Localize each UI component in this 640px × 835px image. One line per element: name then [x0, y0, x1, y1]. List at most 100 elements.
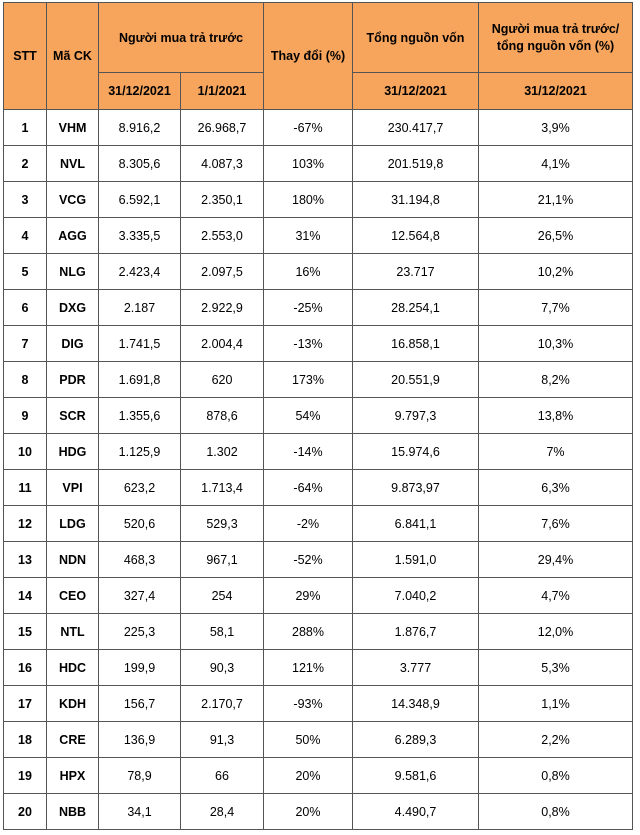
cell-code: HDG	[46, 433, 99, 470]
cell-capital: 1.876,7	[352, 613, 479, 650]
table-row: 6 DXG 2.187 2.922,9 -25% 28.254,1 7,7%	[3, 289, 633, 326]
cell-change: 173%	[263, 361, 353, 398]
cell-capital: 28.254,1	[352, 289, 479, 326]
cell-change: 31%	[263, 217, 353, 254]
cell-code: NTL	[46, 613, 99, 650]
table-row: 15 NTL 225,3 58,1 288% 1.876,7 12,0%	[3, 613, 633, 650]
cell-code: VPI	[46, 469, 99, 506]
table-row: 3 VCG 6.592,1 2.350,1 180% 31.194,8 21,1%	[3, 181, 633, 218]
table-row: 16 HDC 199,9 90,3 121% 3.777 5,3%	[3, 649, 633, 686]
header-date-capital: 31/12/2021	[352, 72, 479, 110]
cell-capital: 7.040,2	[352, 577, 479, 614]
table-row: 19 HPX 78,9 66 20% 9.581,6 0,8%	[3, 757, 633, 794]
cell-ratio: 1,1%	[478, 685, 633, 722]
cell-change: 54%	[263, 397, 353, 434]
cell-ratio: 13,8%	[478, 397, 633, 434]
header-code: Mã CK	[46, 2, 99, 110]
cell-advance-start: 1.302	[180, 433, 264, 470]
cell-capital: 14.348,9	[352, 685, 479, 722]
cell-change: -13%	[263, 325, 353, 362]
cell-advance-end: 468,3	[98, 541, 181, 578]
cell-advance-start: 58,1	[180, 613, 264, 650]
cell-code: CEO	[46, 577, 99, 614]
cell-ratio: 21,1%	[478, 181, 633, 218]
cell-capital: 12.564,8	[352, 217, 479, 254]
table-row: 10 HDG 1.125,9 1.302 -14% 15.974,6 7%	[3, 433, 633, 470]
cell-advance-end: 2.187	[98, 289, 181, 326]
cell-code: NVL	[46, 145, 99, 182]
cell-advance-end: 6.592,1	[98, 181, 181, 218]
table-row: 17 KDH 156,7 2.170,7 -93% 14.348,9 1,1%	[3, 685, 633, 722]
cell-stt: 1	[3, 109, 47, 146]
cell-stt: 18	[3, 721, 47, 758]
cell-ratio: 5,3%	[478, 649, 633, 686]
cell-stt: 17	[3, 685, 47, 722]
cell-advance-start: 28,4	[180, 793, 264, 830]
table-row: 20 NBB 34,1 28,4 20% 4.490,7 0,8%	[3, 793, 633, 830]
cell-capital: 23.717	[352, 253, 479, 290]
cell-code: SCR	[46, 397, 99, 434]
cell-change: 16%	[263, 253, 353, 290]
cell-advance-end: 520,6	[98, 505, 181, 542]
cell-ratio: 7%	[478, 433, 633, 470]
cell-change: 121%	[263, 649, 353, 686]
cell-ratio: 12,0%	[478, 613, 633, 650]
cell-advance-end: 8.916,2	[98, 109, 181, 146]
cell-advance-start: 90,3	[180, 649, 264, 686]
cell-ratio: 6,3%	[478, 469, 633, 506]
cell-advance-end: 3.335,5	[98, 217, 181, 254]
header-date-end: 31/12/2021	[98, 72, 181, 110]
cell-advance-start: 2.350,1	[180, 181, 264, 218]
cell-advance-end: 136,9	[98, 721, 181, 758]
cell-capital: 9.873,97	[352, 469, 479, 506]
cell-ratio: 26,5%	[478, 217, 633, 254]
cell-capital: 9.797,3	[352, 397, 479, 434]
cell-advance-end: 1.741,5	[98, 325, 181, 362]
cell-ratio: 7,6%	[478, 505, 633, 542]
table-row: 5 NLG 2.423,4 2.097,5 16% 23.717 10,2%	[3, 253, 633, 290]
cell-stt: 4	[3, 217, 47, 254]
cell-change: -67%	[263, 109, 353, 146]
cell-ratio: 10,3%	[478, 325, 633, 362]
cell-advance-start: 1.713,4	[180, 469, 264, 506]
cell-capital: 15.974,6	[352, 433, 479, 470]
cell-capital: 3.777	[352, 649, 479, 686]
cell-ratio: 29,4%	[478, 541, 633, 578]
cell-stt: 19	[3, 757, 47, 794]
cell-capital: 16.858,1	[352, 325, 479, 362]
cell-ratio: 8,2%	[478, 361, 633, 398]
header-capital: Tổng nguồn vốn	[352, 2, 479, 73]
cell-advance-start: 967,1	[180, 541, 264, 578]
table-row: 11 VPI 623,2 1.713,4 -64% 9.873,97 6,3%	[3, 469, 633, 506]
cell-change: 50%	[263, 721, 353, 758]
cell-code: NLG	[46, 253, 99, 290]
cell-stt: 2	[3, 145, 47, 182]
cell-ratio: 0,8%	[478, 757, 633, 794]
header-date-start: 1/1/2021	[180, 72, 264, 110]
cell-code: HPX	[46, 757, 99, 794]
cell-code: KDH	[46, 685, 99, 722]
cell-code: LDG	[46, 505, 99, 542]
cell-stt: 10	[3, 433, 47, 470]
cell-advance-start: 254	[180, 577, 264, 614]
cell-ratio: 3,9%	[478, 109, 633, 146]
cell-advance-start: 2.922,9	[180, 289, 264, 326]
cell-change: -52%	[263, 541, 353, 578]
cell-advance-start: 529,3	[180, 505, 264, 542]
cell-stt: 5	[3, 253, 47, 290]
cell-advance-end: 199,9	[98, 649, 181, 686]
cell-advance-start: 2.170,7	[180, 685, 264, 722]
cell-advance-end: 2.423,4	[98, 253, 181, 290]
cell-advance-end: 1.691,8	[98, 361, 181, 398]
cell-capital: 4.490,7	[352, 793, 479, 830]
cell-code: VHM	[46, 109, 99, 146]
cell-stt: 9	[3, 397, 47, 434]
cell-stt: 16	[3, 649, 47, 686]
cell-advance-start: 91,3	[180, 721, 264, 758]
cell-stt: 13	[3, 541, 47, 578]
cell-stt: 15	[3, 613, 47, 650]
cell-capital: 31.194,8	[352, 181, 479, 218]
cell-code: HDC	[46, 649, 99, 686]
cell-advance-start: 26.968,7	[180, 109, 264, 146]
cell-advance-end: 623,2	[98, 469, 181, 506]
